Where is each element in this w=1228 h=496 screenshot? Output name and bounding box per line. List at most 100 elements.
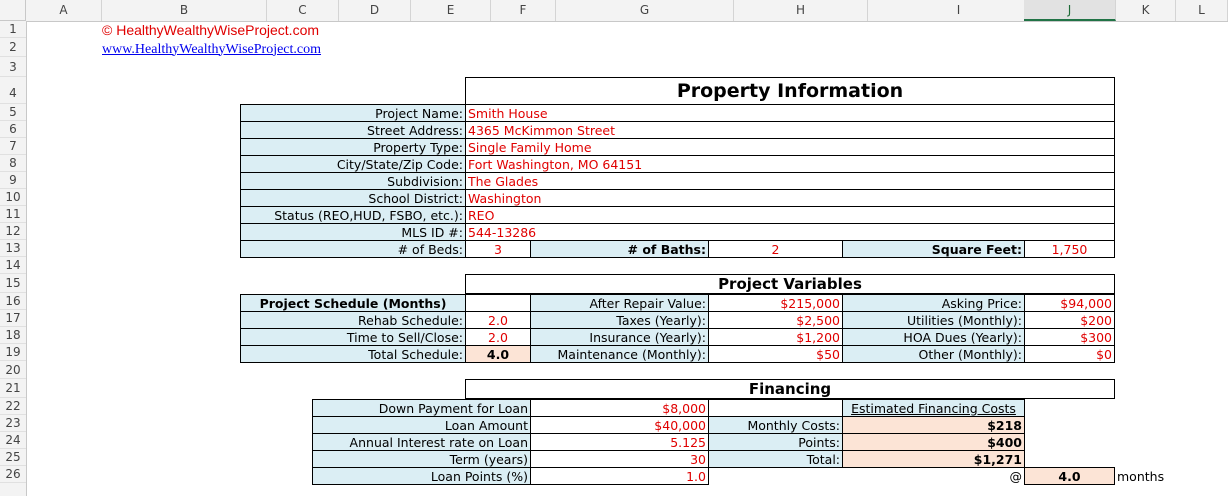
utilities-value[interactable]: $200 <box>1024 311 1115 329</box>
street-address-label: Street Address: <box>240 121 466 139</box>
interest-rate-label: Annual Interest rate on Loan <box>312 433 531 451</box>
points-value: $400 <box>842 433 1025 451</box>
column-header-c[interactable]: C <box>267 0 339 21</box>
loan-points-label: Loan Points (%) <box>312 467 531 485</box>
subdivision-value[interactable]: The Glades <box>465 172 1115 190</box>
row-header[interactable]: 5 <box>0 104 26 121</box>
column-header-l[interactable]: L <box>1176 0 1228 21</box>
row-header[interactable]: 1 <box>0 21 26 38</box>
down-payment-label: Down Payment for Loan <box>312 399 531 417</box>
column-header-g[interactable]: G <box>556 0 734 21</box>
total-schedule-label: Total Schedule: <box>240 345 466 363</box>
beds-label: # of Beds: <box>240 240 466 258</box>
row-header[interactable]: 8 <box>0 155 26 172</box>
row-header[interactable]: 15 <box>0 274 26 293</box>
column-header-f[interactable]: F <box>491 0 556 21</box>
mls-id-label: MLS ID #: <box>240 223 466 241</box>
city-state-zip-label: City/State/Zip Code: <box>240 155 466 173</box>
row-header[interactable]: 10 <box>0 189 26 206</box>
row-headers: 1 2 3 4 5 6 7 8 9 10 11 12 13 14 15 16 1… <box>0 21 27 496</box>
hoa-dues-value[interactable]: $300 <box>1024 328 1115 346</box>
row-header[interactable]: 22 <box>0 398 26 415</box>
school-district-value[interactable]: Washington <box>465 189 1115 207</box>
row-header[interactable]: 16 <box>0 293 26 310</box>
column-header-h[interactable]: H <box>734 0 868 21</box>
total-value: $1,271 <box>842 450 1025 468</box>
row-header[interactable]: 23 <box>0 415 26 432</box>
column-header-i[interactable]: I <box>868 0 1050 21</box>
row-header[interactable]: 6 <box>0 121 26 138</box>
project-variables-title: Project Variables <box>465 274 1115 294</box>
row-header[interactable]: 14 <box>0 257 26 274</box>
row-header[interactable]: 19 <box>0 344 26 361</box>
website-link[interactable]: www.HealthyWealthyWiseProject.com <box>102 41 322 57</box>
total-schedule-value: 4.0 <box>465 345 531 363</box>
baths-label: # of Baths: <box>530 240 709 258</box>
other-value[interactable]: $0 <box>1024 345 1115 363</box>
square-feet-label: Square Feet: <box>842 240 1025 258</box>
utilities-label: Utilities (Monthly): <box>842 311 1025 329</box>
row-header[interactable]: 21 <box>0 379 26 398</box>
column-header-d[interactable]: D <box>339 0 411 21</box>
column-header-a[interactable]: A <box>26 0 102 21</box>
row-header[interactable]: 12 <box>0 223 26 240</box>
mls-id-value[interactable]: 544-13286 <box>465 223 1115 241</box>
hoa-dues-label: HOA Dues (Yearly): <box>842 328 1025 346</box>
city-state-zip-value[interactable]: Fort Washington, MO 64151 <box>465 155 1115 173</box>
column-header-b[interactable]: B <box>102 0 267 21</box>
after-repair-value-value[interactable]: $215,000 <box>708 294 843 312</box>
maintenance-value[interactable]: $50 <box>708 345 843 363</box>
row-header[interactable]: 13 <box>0 240 26 257</box>
at-symbol: @ <box>1009 468 1023 484</box>
square-feet-value[interactable]: 1,750 <box>1024 240 1115 258</box>
column-headers: A B C D E F G H I J K L <box>26 0 1228 22</box>
insurance-value[interactable]: $1,200 <box>708 328 843 346</box>
loan-amount-value[interactable]: $40,000 <box>530 416 709 434</box>
select-all-corner[interactable] <box>0 0 26 21</box>
time-to-sell-label: Time to Sell/Close: <box>240 328 466 346</box>
property-type-label: Property Type: <box>240 138 466 156</box>
taxes-value[interactable]: $2,500 <box>708 311 843 329</box>
project-name-value[interactable]: Smith House <box>465 104 1115 122</box>
column-header-k[interactable]: K <box>1116 0 1176 21</box>
row-header[interactable]: 18 <box>0 327 26 344</box>
asking-price-label: Asking Price: <box>842 294 1025 312</box>
row-header[interactable]: 11 <box>0 206 26 223</box>
beds-value[interactable]: 3 <box>465 240 531 258</box>
column-header-j[interactable]: J <box>1024 0 1116 21</box>
street-address-value[interactable]: 4365 McKimmon Street <box>465 121 1115 139</box>
project-schedule-header: Project Schedule (Months) <box>240 294 466 312</box>
after-repair-value-label: After Repair Value: <box>530 294 709 312</box>
financing-blank-cell <box>708 399 843 417</box>
asking-price-value[interactable]: $94,000 <box>1024 294 1115 312</box>
other-label: Other (Monthly): <box>842 345 1025 363</box>
row-header[interactable]: 4 <box>0 77 26 104</box>
project-schedule-blank <box>465 294 531 312</box>
status-value[interactable]: REO <box>465 206 1115 224</box>
interest-rate-value[interactable]: 5.125 <box>530 433 709 451</box>
maintenance-label: Maintenance (Monthly): <box>530 345 709 363</box>
financing-title: Financing <box>465 379 1115 399</box>
row-header[interactable]: 20 <box>0 361 26 379</box>
loan-points-value[interactable]: 1.0 <box>530 467 709 485</box>
months-label: months <box>1117 468 1165 484</box>
down-payment-value[interactable]: $8,000 <box>530 399 709 417</box>
term-value[interactable]: 30 <box>530 450 709 468</box>
rehab-schedule-label: Rehab Schedule: <box>240 311 466 329</box>
time-to-sell-value[interactable]: 2.0 <box>465 328 531 346</box>
project-name-label: Project Name: <box>240 104 466 122</box>
baths-value[interactable]: 2 <box>708 240 843 258</box>
copyright-text: © HealthyWealthyWiseProject.com <box>102 22 320 38</box>
rehab-schedule-value[interactable]: 2.0 <box>465 311 531 329</box>
row-header[interactable]: 9 <box>0 172 26 189</box>
total-label: Total: <box>708 450 843 468</box>
row-header[interactable]: 26 <box>0 466 26 483</box>
column-header-e[interactable]: E <box>411 0 491 21</box>
row-header[interactable]: 7 <box>0 138 26 155</box>
property-type-value[interactable]: Single Family Home <box>465 138 1115 156</box>
row-header[interactable]: 2 <box>0 38 26 57</box>
row-header[interactable]: 3 <box>0 57 26 77</box>
row-header[interactable]: 17 <box>0 310 26 327</box>
row-header[interactable]: 24 <box>0 432 26 449</box>
row-header[interactable]: 25 <box>0 449 26 466</box>
